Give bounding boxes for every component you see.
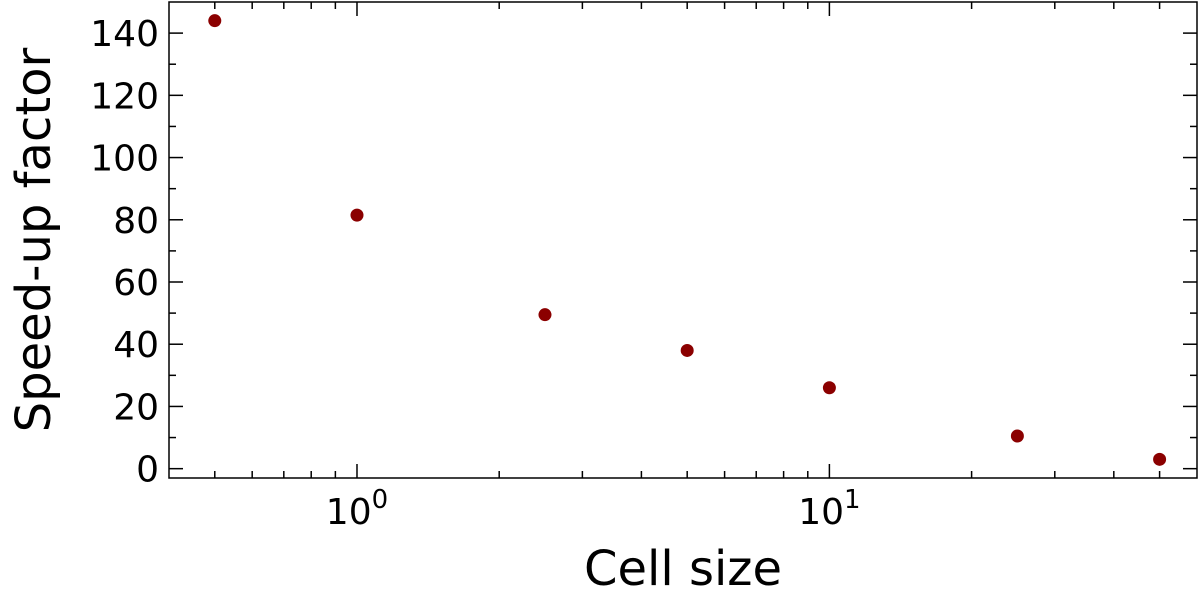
x-tick-label: 100 xyxy=(326,485,388,533)
x-tick-label: 101 xyxy=(798,485,860,533)
data-point xyxy=(1010,429,1024,443)
data-point xyxy=(822,381,836,395)
x-axis-label: Cell size xyxy=(584,541,782,593)
y-axis-label: Speed-up factor xyxy=(6,47,62,432)
tick-marks xyxy=(169,2,1197,478)
y-tick-label: 40 xyxy=(113,325,159,366)
data-point xyxy=(680,343,694,357)
y-tick-label: 80 xyxy=(113,201,159,242)
tick-labels: 0 20 40 60 80 100 120 140 100 101 xyxy=(90,14,860,533)
y-tick-label: 60 xyxy=(113,263,159,304)
y-tick-label: 140 xyxy=(90,14,159,55)
y-tick-label: 120 xyxy=(90,76,159,117)
data-point xyxy=(208,14,222,28)
data-point xyxy=(350,208,364,222)
y-tick-label: 100 xyxy=(90,139,159,180)
plot-frame xyxy=(168,1,1198,479)
data-point xyxy=(1153,452,1167,466)
data-point xyxy=(538,308,552,322)
y-tick-label: 20 xyxy=(113,387,159,428)
y-tick-label: 0 xyxy=(136,450,159,491)
data-points xyxy=(208,14,1167,466)
